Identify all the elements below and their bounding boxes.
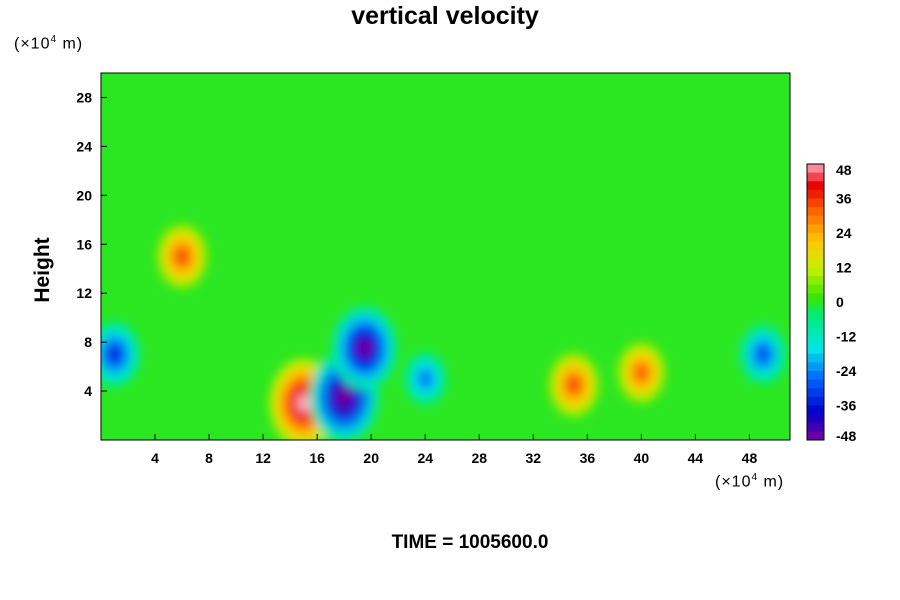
field-feature-8-ring-4 [420, 373, 430, 385]
field-feature-7-ring-4 [176, 249, 188, 264]
field-feature-3-ring-4 [568, 378, 580, 392]
colorbar-tick-label--36: -36 [836, 398, 856, 414]
colorbar-band-29 [807, 414, 824, 424]
colorbar-band-3 [807, 189, 824, 199]
field-feature-0-ring-4 [296, 394, 311, 413]
colorbar-tick-label-48: 48 [836, 162, 852, 178]
colorbar: 48 36 24 12 0 -12 -24 -36 -48 [806, 162, 856, 444]
colorbar-band-6 [807, 215, 824, 225]
colorbar-tick-label--24: -24 [836, 363, 856, 379]
field-feature-4-ring-4 [636, 366, 647, 380]
y-unit-prefix: (×10 [14, 35, 51, 53]
colorbar-band-2 [807, 181, 824, 191]
x-tick-label-24: 24 [417, 450, 433, 466]
x-axis-unit: (×104 m) [715, 472, 784, 491]
colorbar-band-18 [807, 319, 824, 329]
colorbar-band-20 [807, 336, 824, 346]
colorbar-band-16 [807, 302, 824, 312]
x-tick-label-32: 32 [526, 450, 542, 466]
y-unit-suffix: m) [57, 35, 84, 53]
field-feature-2-ring-4 [357, 339, 371, 357]
chart-title: vertical velocity [351, 2, 539, 30]
y-axis-unit: (×104 m) [14, 34, 83, 53]
x-unit-suffix: m) [758, 473, 785, 491]
colorbar-tick-label--12: -12 [836, 329, 856, 345]
colorbar-band-5 [807, 207, 824, 217]
colorbar-band-21 [807, 345, 824, 355]
x-tick-label-28: 28 [471, 450, 487, 466]
x-tick-label-12: 12 [255, 450, 271, 466]
colorbar-frame [806, 163, 825, 441]
colorbar-band-25 [807, 379, 824, 389]
y-tick-label-28: 28 [76, 89, 92, 105]
colorbar-band-17 [807, 310, 824, 320]
x-tick-label-20: 20 [363, 450, 379, 466]
colorbar-band-0 [807, 164, 824, 174]
x-tick-label-36: 36 [580, 450, 596, 466]
colorbar-band-7 [807, 224, 824, 234]
colorbar-band-23 [807, 362, 824, 372]
colorbar-band-8 [807, 233, 824, 243]
colorbar-tick-label-12: 12 [836, 260, 852, 276]
plot-frame [100, 72, 791, 441]
x-tick-label-48: 48 [742, 450, 758, 466]
x-axis-ticks: 4 8 12 16 20 24 28 32 36 40 44 48 [151, 434, 757, 466]
field-feature-1-ring-4 [337, 388, 352, 407]
colorbar-tick-label-36: 36 [836, 191, 852, 207]
x-tick-label-44: 44 [688, 450, 704, 466]
x-tick-label-4: 4 [151, 450, 159, 466]
colorbar-band-22 [807, 353, 824, 363]
time-label: TIME = 1005600.0 [391, 532, 549, 553]
colorbar-band-26 [807, 388, 824, 398]
colorbar-band-13 [807, 276, 824, 286]
colorbar-band-10 [807, 250, 824, 260]
plot-region [101, 73, 790, 440]
colorbar-band-11 [807, 258, 824, 268]
colorbar-band-30 [807, 422, 824, 432]
colorbar-band-14 [807, 284, 824, 294]
colorbar-tick-label-0: 0 [836, 294, 844, 310]
y-tick-label-12: 12 [76, 285, 92, 301]
x-unit-exponent: 4 [751, 472, 759, 483]
x-unit-prefix: (×10 [715, 473, 752, 491]
x-tick-label-16: 16 [309, 450, 325, 466]
y-tick-label-24: 24 [76, 138, 92, 154]
y-tick-label-16: 16 [76, 236, 92, 252]
colorbar-band-12 [807, 267, 824, 277]
colorbar-band-15 [807, 293, 824, 303]
colorbar-band-24 [807, 371, 824, 381]
colorbar-band-27 [807, 396, 824, 406]
colorbar-band-4 [807, 198, 824, 208]
field-feature-5-ring-4 [758, 348, 768, 361]
colorbar-band-9 [807, 241, 824, 251]
y-tick-label-8: 8 [84, 334, 92, 350]
y-unit-exponent: 4 [50, 34, 58, 45]
y-tick-label-20: 20 [76, 187, 92, 203]
colorbar-band-31 [807, 431, 824, 441]
field-feature-6-ring-4 [109, 347, 120, 361]
colorbar-band-1 [807, 172, 824, 182]
colorbar-tick-label-24: 24 [836, 225, 852, 241]
x-tick-label-8: 8 [205, 450, 213, 466]
colorbar-band-19 [807, 327, 824, 337]
colorbar-band-28 [807, 405, 824, 415]
field-features [101, 223, 787, 440]
y-axis-ticks: 4 8 12 16 20 24 28 [76, 89, 107, 399]
x-tick-label-40: 40 [634, 450, 650, 466]
colorbar-tick-label--48: -48 [836, 428, 856, 444]
y-tick-label-4: 4 [84, 383, 92, 399]
